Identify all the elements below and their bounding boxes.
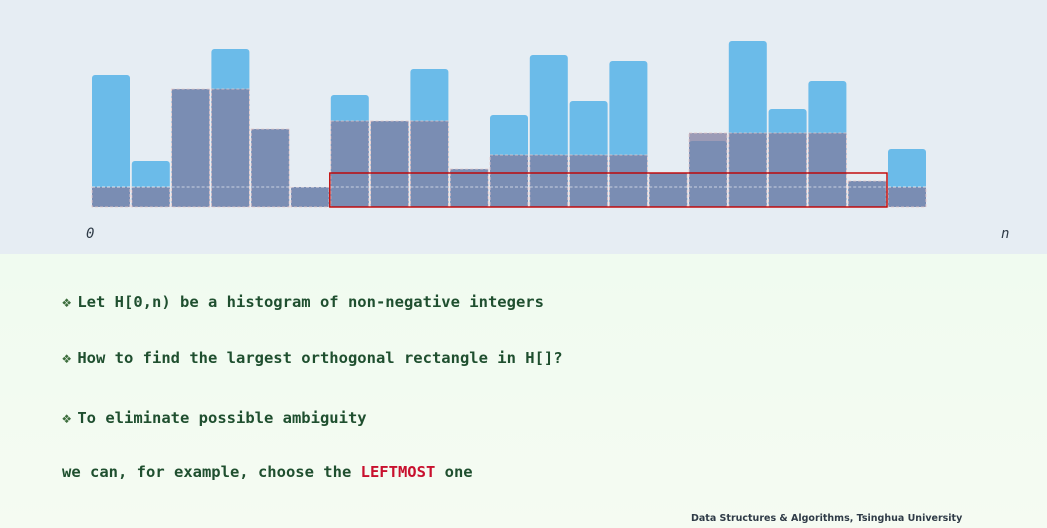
overlay-rectangle [171,88,211,208]
continuation-line: we can, for example, choose the LEFTMOST… [62,463,473,481]
overlay-rectangle [330,120,370,208]
overlay-rectangle [847,180,887,208]
content-area [0,254,1047,528]
overlay-rectangle [290,186,330,208]
overlay-rectangle [131,186,171,208]
axis-label-start: 0 [86,226,95,242]
overlay-rectangle [768,132,807,208]
axis-label-end: n [1001,226,1010,242]
overlay-rectangle [609,154,648,208]
overlay-rectangle [569,154,608,208]
bullet-icon: ❖ [62,409,72,427]
line-4-pre: we can, for example, choose the [62,463,361,481]
line-3-text: To eliminate possible ambiguity [77,409,367,427]
overlay-rectangle [91,186,131,208]
footer-credit: Data Structures & Algorithms, Tsinghua U… [691,513,963,524]
line-1-text: Let H[0,n) be a histogram of non-negativ… [77,293,544,311]
bullet-icon: ❖ [62,349,72,367]
overlay-rectangle [210,88,250,208]
overlay-rectangle [728,132,768,208]
histogram-chart [91,41,927,208]
overlay-rectangle [808,132,847,208]
overlay-rectangle [250,128,290,208]
overlay-rectangle [688,132,728,208]
overlay-rectangle [449,168,489,208]
bullet-line-1: ❖ Let H[0,n) be a histogram of non-negati… [62,293,544,311]
line-4-post: one [435,463,473,481]
largest-rectangle-highlight [329,172,888,208]
overlay-rectangle [887,186,927,208]
overlay-rectangle [489,154,529,208]
leftmost-highlight: LEFTMOST [360,463,436,481]
overlay-rectangle [409,120,449,208]
histogram-bar [92,75,130,207]
bullet-icon: ❖ [62,293,72,311]
overlay-rectangle [370,120,410,208]
overlay-rectangle [529,154,569,208]
overlay-rectangle [648,172,688,208]
bullet-line-2: ❖ How to find the largest orthogonal rect… [62,349,563,367]
bullet-line-3: ❖ To eliminate possible ambiguity [62,409,367,427]
line-2-text: How to find the largest orthogonal recta… [77,349,563,367]
histogram-panel: 0 n [0,0,1047,254]
